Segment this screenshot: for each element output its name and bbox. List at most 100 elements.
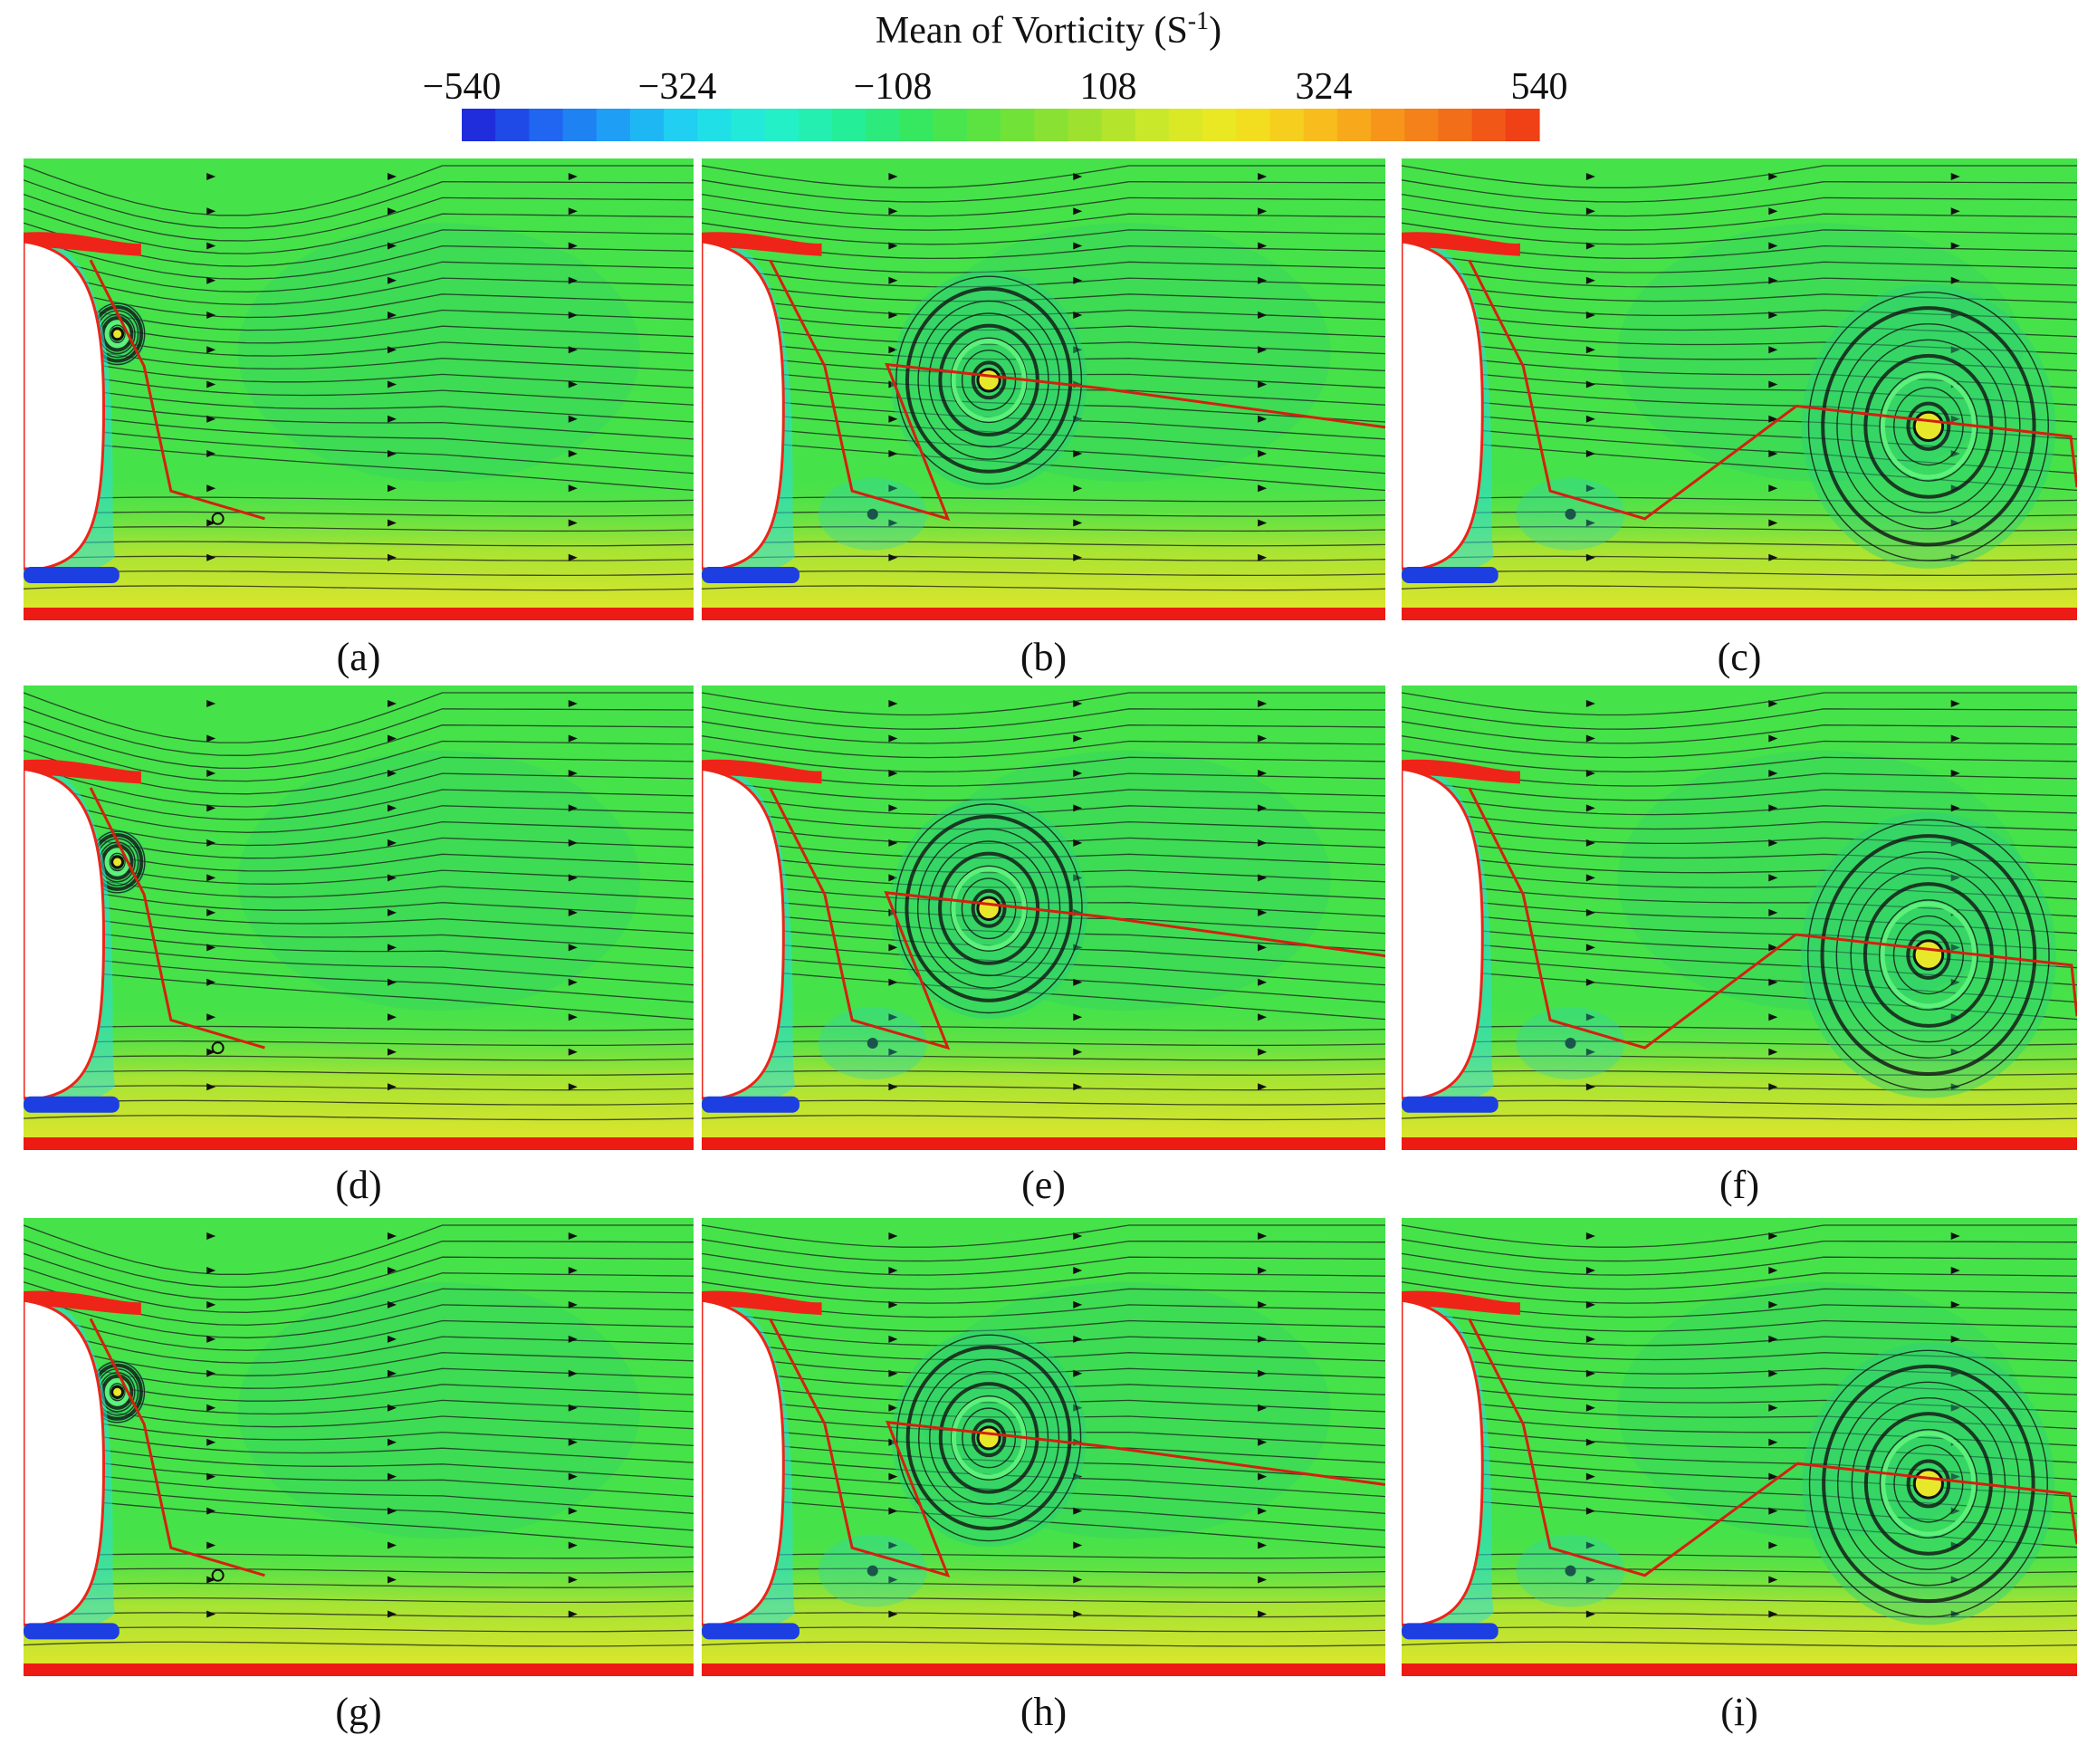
flow-arrow <box>888 1541 898 1549</box>
flow-arrow <box>888 380 898 388</box>
flow-arrow <box>1585 553 1595 561</box>
streamline <box>702 893 1385 935</box>
flow-arrow <box>388 1232 397 1240</box>
flow-arrow <box>568 734 578 743</box>
streamline <box>24 907 694 952</box>
vortex <box>890 798 1088 1020</box>
streamline <box>24 1452 694 1498</box>
flow-arrow <box>206 1335 216 1343</box>
streamline <box>24 422 694 475</box>
streamline <box>1402 265 2077 288</box>
flow-arrow <box>1585 944 1595 952</box>
flow-arrow <box>206 944 216 952</box>
colorbar-segment <box>866 109 901 141</box>
flow-arrow <box>1768 1438 1778 1446</box>
flow-arrow <box>1073 1232 1083 1240</box>
flow-arrow <box>1258 908 1268 916</box>
flow-arrow <box>888 207 898 216</box>
streamline <box>702 408 1385 457</box>
flow-arrow <box>1585 1438 1595 1446</box>
flow-arrow <box>568 1369 578 1377</box>
obstacle <box>702 767 785 1100</box>
flow-arrow <box>888 1013 898 1021</box>
colorbar-tick-label: 540 <box>1510 66 1568 108</box>
flow-arrow <box>206 1610 216 1618</box>
vortex-center <box>1912 939 1945 971</box>
flow-arrow <box>388 207 397 216</box>
secondary-node <box>211 1568 225 1582</box>
field-patch <box>237 750 640 1011</box>
saddle-point <box>867 508 878 520</box>
flow-arrow <box>1950 207 1960 216</box>
flow-arrow <box>1768 519 1778 527</box>
streamline <box>24 408 694 457</box>
vortex-ring <box>895 1334 1082 1542</box>
flow-arrow <box>1950 734 1960 743</box>
streamline <box>702 936 1385 986</box>
panel-label: (i) <box>1720 1690 1758 1734</box>
flow-arrow <box>388 1335 397 1343</box>
colorbar-segment <box>1336 109 1372 141</box>
flow-arrow <box>1585 276 1595 284</box>
panel-field <box>702 158 1385 620</box>
flow-arrow <box>206 173 216 180</box>
flow-arrow <box>1258 1507 1268 1515</box>
flow-arrow <box>206 1369 216 1377</box>
bottom-wall <box>24 608 694 620</box>
flow-arrow <box>1768 944 1778 952</box>
flow-arrow <box>1258 1369 1268 1377</box>
flow-arrow <box>1073 484 1083 493</box>
flow-arrow <box>1073 207 1083 216</box>
flow-arrow <box>206 380 216 388</box>
flow-arrow <box>388 519 397 527</box>
vortex-ring <box>905 814 1073 1002</box>
streamline <box>702 1239 1385 1262</box>
flow-arrow <box>1258 173 1268 180</box>
streamline <box>24 706 694 756</box>
flow-arrow <box>388 415 397 423</box>
vortex-ring <box>1850 867 2007 1043</box>
flow-arrow <box>888 1507 898 1515</box>
vortex <box>1802 1342 2055 1625</box>
vortex-ring <box>109 852 127 872</box>
vortex-center <box>976 1425 1001 1451</box>
streamline <box>1402 706 2077 730</box>
streamline <box>24 922 694 969</box>
vortex-ring <box>971 888 1007 928</box>
streamline <box>24 293 694 331</box>
flow-arrow <box>1258 734 1268 743</box>
streamline-arrows <box>206 1232 578 1618</box>
bottom-wall <box>702 608 1385 620</box>
flow-arrow <box>206 874 216 882</box>
streamline <box>702 1337 1385 1362</box>
obstacle <box>702 1299 785 1626</box>
streamline <box>1402 792 2077 816</box>
flow-arrow <box>206 734 216 743</box>
flow-arrow <box>888 839 898 847</box>
flow-arrow <box>206 1541 216 1549</box>
panel-b <box>702 158 1385 620</box>
flow-arrow <box>1585 242 1595 250</box>
panel-label: (f) <box>1719 1163 1759 1207</box>
streamline <box>24 1309 694 1351</box>
field-patch <box>237 1281 640 1539</box>
streamline <box>1402 394 2077 440</box>
secondary-node <box>211 1041 225 1055</box>
flow-arrow <box>206 1404 216 1412</box>
colorbar-segment <box>966 109 1001 141</box>
streamline <box>1402 1252 2077 1276</box>
flow-arrow <box>1768 1335 1778 1343</box>
streamline <box>24 236 694 280</box>
bottom-wall <box>702 1137 1385 1150</box>
flow-arrow <box>206 804 216 812</box>
flow-arrow <box>1258 1013 1268 1021</box>
flow-arrow <box>568 769 578 777</box>
vortex-ring <box>1822 1364 2035 1604</box>
flow-arrow <box>888 1266 898 1274</box>
streamline <box>702 365 1385 406</box>
streamline <box>24 965 694 1021</box>
upper-shear-layer <box>24 232 141 256</box>
vortex-ring <box>1906 1459 1951 1509</box>
streamline <box>24 251 694 292</box>
streamline <box>24 1324 694 1364</box>
